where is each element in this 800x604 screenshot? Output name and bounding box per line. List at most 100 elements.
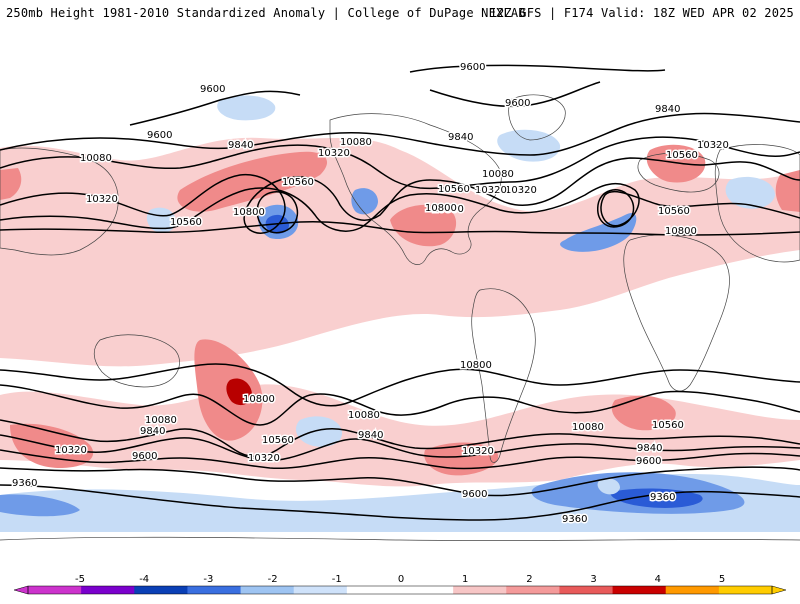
neg-anomaly-region — [351, 188, 378, 215]
contour-label: 10560 — [658, 206, 690, 217]
contour-label: 9600 — [636, 456, 661, 467]
colorbar-tick-label: 1 — [462, 574, 468, 585]
colorbar-svg: -5 -4 -3 -2 -1 0 1 2 3 4 5 — [13, 574, 787, 595]
contour-label: 10800 — [233, 207, 265, 218]
contour-label: 10800 — [460, 360, 492, 371]
contour-label: 10320 — [462, 446, 494, 457]
contour-label: 9600 — [505, 98, 530, 109]
colorbar-segment — [293, 586, 348, 594]
colorbar-segment — [559, 586, 614, 594]
contour-label: 10800 — [432, 204, 464, 215]
contour-label: 9840 — [140, 426, 165, 437]
contour-9840 — [0, 112, 800, 156]
colorbar-left-arrow — [13, 585, 29, 595]
contour-10560-south — [0, 384, 800, 426]
contour-10800 — [0, 220, 800, 236]
colorbar-tick-label: -5 — [75, 574, 85, 585]
pos-anomaly-region — [390, 204, 457, 247]
colorbar-tick-label: 4 — [655, 574, 661, 585]
australia-outline — [93, 334, 180, 388]
contour-label: 9600 — [132, 451, 157, 462]
contour-label: 10080 — [482, 169, 514, 180]
antarctica-outline — [0, 536, 800, 541]
contour-10320-south — [0, 419, 800, 458]
colorbar-right-arrow — [771, 585, 787, 595]
contour-label: 9840 — [448, 132, 473, 143]
contour-label: 9600 — [462, 489, 487, 500]
contour-label: 10800 — [665, 226, 697, 237]
contour-label: 9840 — [637, 443, 662, 454]
contour-label: 10320 — [697, 140, 729, 151]
contour-low-atlantic — [597, 189, 635, 228]
contour-label: 10320 — [248, 453, 280, 464]
contour-label: 10560 — [652, 420, 684, 431]
contour-low-pacific — [256, 191, 299, 234]
contour-label: 9600 — [460, 62, 485, 73]
contour-10560 — [0, 183, 800, 232]
asia-outline — [714, 144, 800, 263]
header-bar: 250mb Height 1981-2010 Standardized Anom… — [0, 0, 800, 40]
pos-anomaly-region — [0, 168, 22, 200]
contour-9600-north — [409, 64, 666, 73]
europe-outline — [637, 152, 720, 193]
colorbar-tick-label: -3 — [203, 574, 213, 585]
anomaly-map[interactable]: 9600 9600 9600 9840 9840 9840 10080 10080 10080 1… — [0, 40, 800, 560]
greenland-outline — [508, 94, 566, 141]
colorbar-tick-label: -1 — [332, 574, 342, 585]
contour-label: 10560 — [262, 435, 294, 446]
contour-label: 10080 — [348, 410, 380, 421]
map-svg: 9600960096009840984098401008010080100801… — [0, 61, 800, 541]
pos-anomaly-region — [0, 384, 800, 487]
colorbar-segment — [612, 586, 667, 594]
neg-anomaly-region — [146, 207, 176, 233]
colorbar: -5 -4 -3 -2 -1 0 1 2 3 4 5 — [0, 570, 800, 600]
colorbar-segment — [665, 586, 720, 594]
colorbar-segment — [453, 586, 507, 594]
contour-label: 10320 — [505, 185, 537, 196]
neg-anomaly-region — [217, 95, 276, 121]
map-title: 250mb Height 1981-2010 Standardized Anom… — [6, 6, 526, 20]
colorbar-tick-label: 0 — [398, 574, 404, 585]
neg-anomaly-region — [0, 494, 80, 517]
pos-anomaly-region — [177, 151, 328, 212]
contour-label: 9360 — [12, 478, 37, 489]
colorbar-tick-label: -4 — [139, 574, 149, 585]
contour-label: 9840 — [358, 430, 383, 441]
africa-outline — [623, 234, 730, 392]
contour-label: 10560 — [170, 217, 202, 228]
height-contours — [0, 64, 800, 521]
contour-label: 10560 — [666, 150, 698, 161]
contour-label: 10320 — [318, 148, 350, 159]
colorbar-segment — [506, 586, 560, 594]
contour-label-layer: 9600960096009840984098401008010080100801… — [11, 61, 731, 527]
pos-anomaly-region — [646, 144, 706, 183]
contour-label: 10320 — [55, 445, 87, 456]
colorbar-ticks: -5 -4 -3 -2 -1 0 1 2 3 4 5 — [75, 574, 725, 585]
contour-label: 9360 — [562, 514, 587, 525]
contour-label: 10560 — [282, 177, 314, 188]
contour-10080-south — [0, 434, 800, 462]
neg-anomaly-region — [597, 478, 620, 495]
colorbar-tick-label: -2 — [268, 574, 278, 585]
positive-anomaly-shading — [0, 137, 800, 487]
pos-anomaly-region — [226, 378, 252, 406]
south-america-outline — [471, 288, 536, 463]
colorbar-tick-label: 3 — [590, 574, 596, 585]
contour-label: 10080 — [340, 137, 372, 148]
contour-label: 10560 — [438, 184, 470, 195]
contour-label: 10080 — [80, 153, 112, 164]
colorbar-segment — [28, 586, 82, 594]
contour-9360-south — [0, 484, 800, 521]
contour-label: 9600 — [200, 84, 225, 95]
neg-anomaly-region — [295, 416, 343, 447]
neg-anomaly-region — [725, 176, 775, 209]
contour-10080 — [0, 136, 800, 190]
pos-anomaly-region — [611, 395, 676, 431]
contour-9600-north — [129, 90, 301, 126]
colorbar-segment — [187, 586, 242, 594]
colorbar-segment — [346, 586, 401, 594]
contour-9600-south — [0, 466, 800, 497]
coastlines — [0, 94, 800, 541]
contour-label: 10080 — [145, 415, 177, 426]
colorbar-segment — [718, 586, 773, 594]
